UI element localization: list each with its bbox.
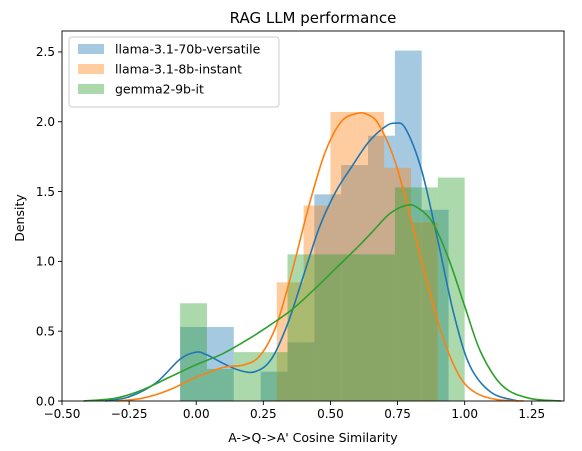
y-tick-label: 1.0 <box>36 255 55 269</box>
x-tick-label: −0.50 <box>44 407 81 421</box>
histogram-bar <box>394 50 422 401</box>
kde-line <box>83 203 562 402</box>
histogram-bar <box>303 205 331 401</box>
histogram-bar <box>341 254 395 401</box>
histogram-bar <box>357 111 385 401</box>
legend-label: llama-3.1-70b-versatile <box>115 42 261 57</box>
histogram-bar <box>437 177 465 401</box>
y-tick-label: 1.5 <box>36 185 55 199</box>
legend-box <box>68 36 280 108</box>
x-tick-label: 0.00 <box>183 407 210 421</box>
histogram-bar <box>180 327 207 401</box>
histogram-bar <box>421 209 449 401</box>
histogram-bar <box>384 167 411 401</box>
legend-label: llama-3.1-8b-instant <box>115 62 242 77</box>
histogram-bar <box>260 371 288 401</box>
histogram-bar <box>410 222 438 401</box>
legend-label: gemma2-9b-it <box>115 82 204 97</box>
y-axis-label: Density <box>12 194 27 242</box>
legend: llama-3.1-70b-versatile llama-3.1-8b-inst… <box>68 36 280 108</box>
legend-swatch <box>78 84 104 94</box>
histogram-bar <box>206 327 234 401</box>
x-axis: −0.50 −0.25 0.00 0.25 0.50 0.75 1.00 1.25 <box>44 401 545 421</box>
x-tick-label: 0.50 <box>317 407 344 421</box>
y-tick-label: 0.5 <box>36 324 55 338</box>
y-axis: 0.0 0.5 1.0 1.5 2.0 2.5 <box>36 45 62 408</box>
x-tick-label: 0.25 <box>250 407 277 421</box>
histogram-bar <box>368 135 395 401</box>
plot-area <box>61 30 565 402</box>
histogram-bar <box>394 187 422 401</box>
histogram-bar <box>330 111 358 401</box>
legend-swatch <box>78 64 104 74</box>
y-tick-label: 2.5 <box>36 45 55 59</box>
histogram-bar <box>314 254 342 401</box>
y-tick-label: 2.0 <box>36 115 55 129</box>
histogram-bar <box>341 165 369 401</box>
kde-line <box>104 122 519 402</box>
histogram-bar <box>206 368 234 401</box>
x-tick-label: −0.25 <box>111 407 148 421</box>
kde-line <box>115 112 524 402</box>
x-tick-label: 1.00 <box>451 407 478 421</box>
histogram-bar <box>287 254 315 401</box>
legend-swatch <box>78 44 104 54</box>
histogram-bar <box>233 352 288 401</box>
histogram-bar <box>287 342 315 401</box>
y-tick-label: 0.0 <box>36 394 55 408</box>
x-tick-label: 0.75 <box>384 407 411 421</box>
plot-frame <box>61 30 565 402</box>
x-axis-label: A->Q->A' Cosine Similarity <box>228 430 398 445</box>
x-tick-label: 1.25 <box>518 407 545 421</box>
chart-title: RAG LLM performance <box>230 9 397 27</box>
